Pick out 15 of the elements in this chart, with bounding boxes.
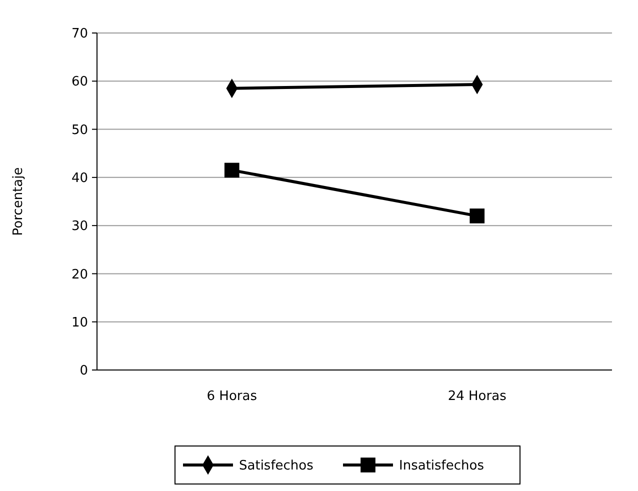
legend-label: Insatisfechos (399, 458, 484, 474)
y-tick-label: 70 (71, 26, 88, 42)
y-tick-label: 50 (71, 122, 88, 138)
point (224, 162, 240, 178)
y-tick-label: 60 (71, 74, 88, 90)
y-tick-label: 20 (71, 267, 88, 282)
y-tick-label: 30 (71, 219, 88, 234)
y-tick-label: 0 (80, 364, 88, 379)
x-tick-label: 24 Horas (448, 389, 507, 404)
x-tick-label: 6 Horas (206, 389, 258, 404)
y-axis-title: Porcentaje (11, 167, 26, 236)
point (470, 208, 485, 224)
y-tick-label: 10 (71, 315, 88, 330)
y-tick-label: 40 (71, 170, 88, 186)
legend-label: Satisfechos (239, 458, 314, 474)
